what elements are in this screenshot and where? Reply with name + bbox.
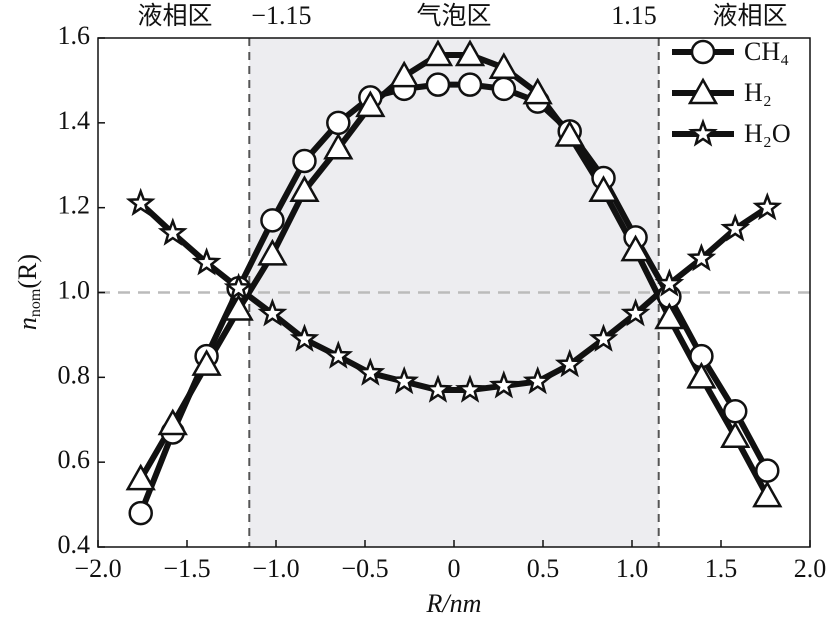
data-point xyxy=(157,217,188,246)
data-point xyxy=(257,298,288,327)
legend-label: H₂O xyxy=(744,119,791,148)
data-point xyxy=(289,323,320,352)
data-point xyxy=(654,302,685,330)
x-tick-label: 1.0 xyxy=(616,554,649,583)
legend-marker xyxy=(687,77,719,105)
data-point xyxy=(157,408,188,436)
y-tick-label: 1.6 xyxy=(58,21,91,50)
data-point xyxy=(128,500,153,526)
data-point xyxy=(491,76,517,102)
data-point xyxy=(554,120,585,147)
x-tick-label: 0 xyxy=(448,554,461,583)
y-axis-label: nnom(R) xyxy=(13,254,44,330)
data-point xyxy=(620,234,651,262)
x-tick-label: 0.5 xyxy=(527,554,560,583)
data-point xyxy=(260,208,285,233)
data-point xyxy=(654,268,685,297)
y-tick-label: 0.6 xyxy=(58,445,91,474)
region-label: 气泡区 xyxy=(416,1,491,30)
x-tick-label: 2.0 xyxy=(794,554,827,583)
data-point xyxy=(720,213,751,242)
data-point xyxy=(454,39,486,67)
y-tick-label: 0.4 xyxy=(58,530,91,559)
data-point xyxy=(488,370,519,399)
x-tick-label: −1.0 xyxy=(252,554,299,583)
data-point xyxy=(355,357,386,386)
data-point xyxy=(554,348,585,378)
data-point xyxy=(457,72,483,97)
data-point xyxy=(620,298,651,327)
data-point xyxy=(722,399,748,424)
bubble-region xyxy=(249,38,659,547)
data-point xyxy=(125,187,156,217)
data-point xyxy=(686,243,717,272)
data-point xyxy=(720,421,751,448)
x-tick-label: −2.0 xyxy=(74,554,121,583)
legend-marker xyxy=(688,118,718,147)
data-point xyxy=(223,293,254,321)
data-point xyxy=(588,323,619,352)
data-point xyxy=(422,39,454,67)
data-point xyxy=(323,340,354,369)
data-point xyxy=(191,349,222,376)
data-point xyxy=(522,366,553,395)
data-point xyxy=(223,272,254,301)
x-tick-label: −0.5 xyxy=(341,554,388,583)
data-point xyxy=(323,132,354,160)
legend-label: H₂ xyxy=(744,78,772,107)
data-point xyxy=(522,77,553,105)
data-point xyxy=(686,361,717,389)
y-tick-label: 1.2 xyxy=(58,191,91,220)
boundary-label: 1.15 xyxy=(611,1,657,30)
data-point xyxy=(755,458,780,483)
data-point xyxy=(125,463,156,491)
y-tick-label: 0.8 xyxy=(58,360,91,389)
y-tick-label: 1.0 xyxy=(58,275,91,304)
data-point xyxy=(289,175,320,202)
x-tick-label: 1.5 xyxy=(705,554,738,583)
boundary-label: −1.15 xyxy=(251,1,311,30)
y-tick-label: 1.4 xyxy=(58,106,91,135)
y-label-sub: nom xyxy=(27,288,44,317)
legend-marker xyxy=(690,39,716,65)
data-point xyxy=(488,52,519,79)
data-point xyxy=(752,480,783,508)
data-point xyxy=(423,374,453,403)
x-tick-label: −1.5 xyxy=(163,554,210,583)
data-point xyxy=(326,110,351,136)
y-label-tail: (R) xyxy=(13,254,42,289)
region-label: 液相区 xyxy=(712,1,787,30)
data-point xyxy=(355,90,386,118)
data-point xyxy=(425,72,451,97)
data-point xyxy=(588,175,619,202)
data-point xyxy=(257,238,288,266)
legend-label: CH₄ xyxy=(744,37,789,66)
data-point xyxy=(752,192,783,221)
data-point xyxy=(455,374,485,403)
data-point xyxy=(389,60,420,88)
data-point xyxy=(389,366,420,395)
region-label: 液相区 xyxy=(137,1,212,30)
y-label-main: n xyxy=(13,317,42,330)
x-axis-label: R/nm xyxy=(426,589,482,618)
data-point xyxy=(191,247,222,276)
data-point xyxy=(292,148,317,174)
